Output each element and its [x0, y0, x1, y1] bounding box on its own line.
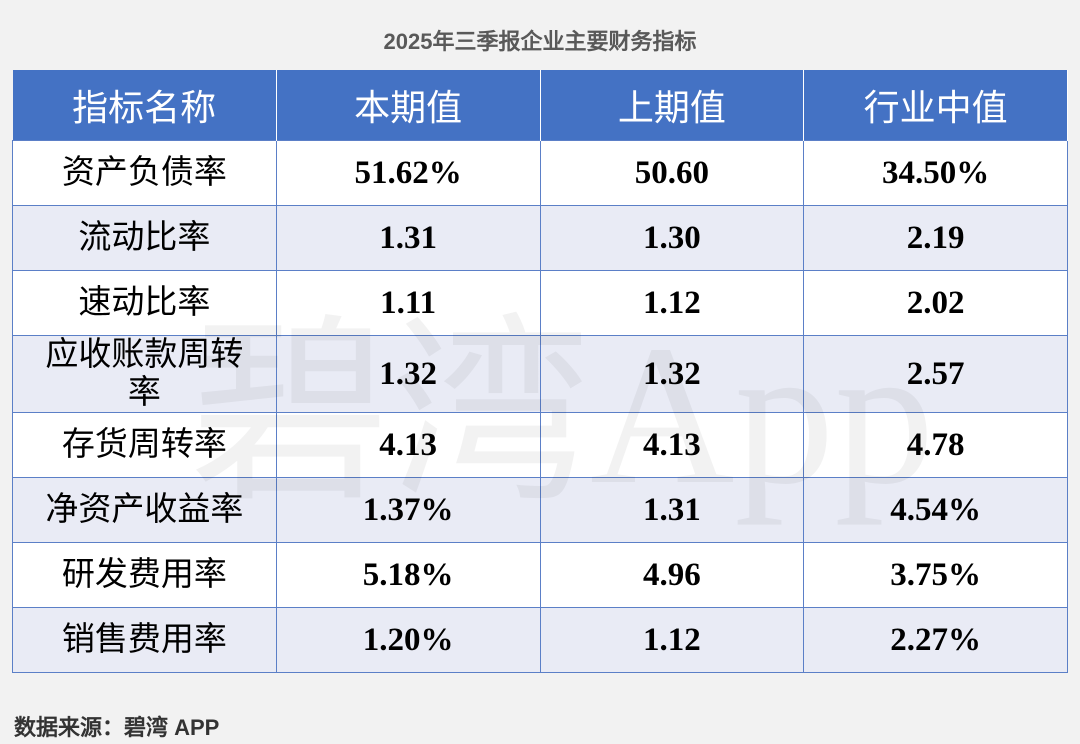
- value-cell: 3.75%: [803, 542, 1068, 608]
- value-cell: 4.96: [539, 542, 805, 608]
- value-cell: 2.27%: [803, 607, 1068, 673]
- value-cell: 34.50%: [803, 140, 1068, 206]
- table-row: 速动比率 1.11 1.12 2.02: [12, 270, 1068, 336]
- value-cell: 4.78: [803, 412, 1068, 478]
- header-cell: 上期值: [540, 70, 805, 141]
- table-row: 流动比率 1.31 1.30 2.19: [12, 205, 1068, 271]
- value-cell: 1.32: [539, 335, 805, 413]
- value-cell: 1.20%: [275, 607, 541, 673]
- header-row: 指标名称 本期值 上期值 行业中值: [12, 70, 1068, 141]
- value-cell: 1.32: [275, 335, 541, 413]
- value-cell: 2.57: [803, 335, 1068, 413]
- table-body: 资产负债率 51.62% 50.60 34.50% 流动比率 1.31 1.30 2.19 速动…: [12, 140, 1068, 673]
- data-table: 指标名称 本期值 上期值 行业中值 资产负债率 51.62% 50.60 34.50% 流动比…: [12, 70, 1068, 673]
- value-cell: 1.37%: [275, 477, 541, 543]
- row-label: 净资产收益率: [12, 477, 277, 543]
- table-row: 存货周转率 4.13 4.13 4.78: [12, 412, 1068, 478]
- header-cell: 本期值: [276, 70, 541, 141]
- value-cell: 50.60: [539, 140, 805, 206]
- table-row: 研发费用率 5.18% 4.96 3.75%: [12, 542, 1068, 608]
- row-label: 流动比率: [12, 205, 277, 271]
- source: 数据来源：碧湾 APP: [14, 715, 220, 740]
- value-cell: 1.12: [539, 270, 805, 336]
- value-cell: 1.31: [539, 477, 805, 543]
- value-cell: 4.13: [275, 412, 541, 478]
- table-row: 资产负债率 51.62% 50.60 34.50%: [12, 140, 1068, 206]
- value-cell: 51.62%: [275, 140, 541, 206]
- row-label: 速动比率: [12, 270, 277, 336]
- table-row: 净资产收益率 1.37% 1.31 4.54%: [12, 477, 1068, 543]
- row-label: 销售费用率: [12, 607, 277, 673]
- row-label: 研发费用率: [12, 542, 277, 608]
- title: 2025年三季报企业主要财务指标: [383, 29, 697, 54]
- value-cell: 1.11: [275, 270, 541, 336]
- row-label: 存货周转率: [12, 412, 277, 478]
- header-cell: 行业中值: [803, 70, 1068, 141]
- header-cell: 指标名称: [12, 70, 277, 141]
- row-label: 应收账款周转率: [12, 335, 277, 413]
- value-cell: 2.02: [803, 270, 1068, 336]
- value-cell: 1.12: [539, 607, 805, 673]
- value-cell: 4.54%: [803, 477, 1068, 543]
- value-cell: 1.30: [539, 205, 805, 271]
- value-cell: 5.18%: [275, 542, 541, 608]
- table-row: 销售费用率 1.20% 1.12 2.27%: [12, 607, 1068, 673]
- value-cell: 1.31: [275, 205, 541, 271]
- value-cell: 4.13: [539, 412, 805, 478]
- row-label: 资产负债率: [12, 140, 277, 206]
- value-cell: 2.19: [803, 205, 1068, 271]
- table-row: 应收账款周转率 1.32 1.32 2.57: [12, 335, 1068, 413]
